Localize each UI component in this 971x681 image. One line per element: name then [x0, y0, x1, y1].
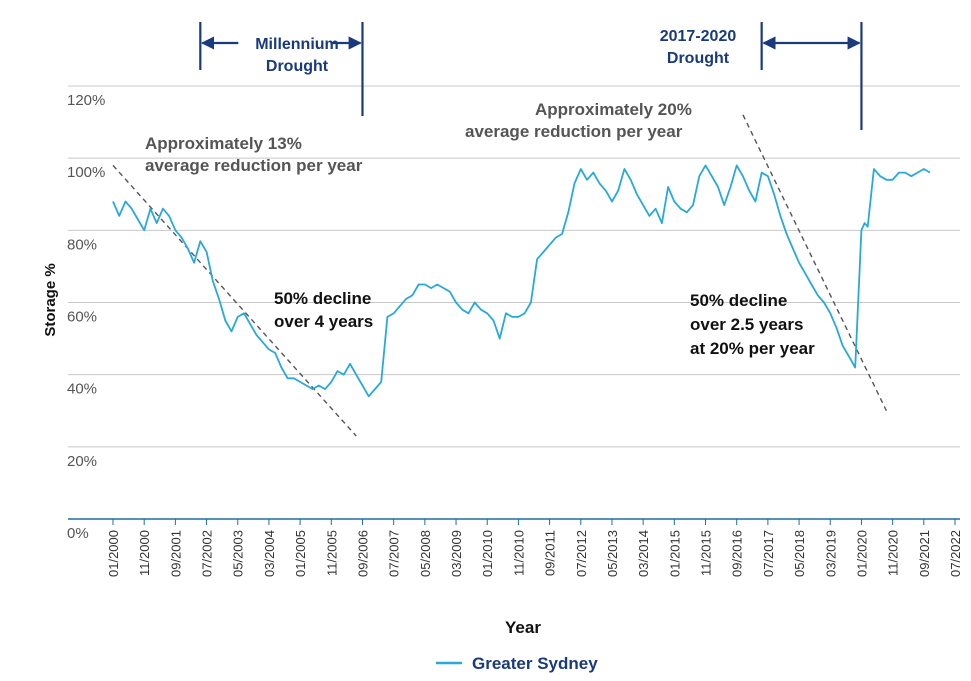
note1-line1: Approximately 13% — [145, 134, 302, 153]
x-tick-label: 05/2003 — [231, 530, 246, 577]
y-tick-label: 120% — [67, 92, 105, 109]
x-tick-label: 01/2000 — [106, 530, 121, 577]
note2-line1: Approximately 20% — [535, 100, 692, 119]
note1-line2: average reduction per year — [145, 156, 363, 175]
x-tick-label: 07/2007 — [387, 530, 402, 577]
x-tick-label: 05/2013 — [605, 530, 620, 577]
y-tick-label: 80% — [67, 236, 97, 253]
x-axis: 01/2000 11/2000 09/2001 07/2002 05/2003 03/20… — [68, 518, 963, 577]
x-tick-label: 09/2006 — [355, 530, 370, 577]
y-axis-title: Storage % — [42, 263, 59, 336]
x-tick-label: 07/2017 — [761, 530, 776, 577]
x-axis-title: Year — [505, 618, 541, 637]
note3-line1: 50% decline — [274, 289, 371, 308]
x-tick-label: 01/2010 — [480, 530, 495, 577]
x-tick-label: 01/2020 — [854, 530, 869, 577]
y-axis-ticks: 0% 20% 40% 60% 80% 100% 120% — [67, 92, 105, 542]
drought1-label-line1: Millennium — [255, 36, 339, 53]
grid-lines — [68, 85, 960, 448]
drought2-label-line1: 2017-2020 — [660, 28, 737, 45]
x-tick-label: 03/2014 — [636, 530, 651, 577]
drought1-label-line2: Drought — [266, 58, 329, 75]
note4-line3: at 20% per year — [690, 339, 815, 358]
x-tick-label: 09/2016 — [730, 530, 745, 577]
note2-line2: average reduction per year — [465, 122, 683, 141]
drought2-label-line2: Drought — [667, 50, 730, 67]
y-tick-label: 0% — [67, 525, 89, 542]
x-tick-label: 09/2021 — [917, 530, 932, 577]
legend-label: Greater Sydney — [472, 654, 598, 673]
x-tick-label: 11/2005 — [324, 530, 339, 576]
x-tick-label: 05/2008 — [418, 530, 433, 577]
drought-annotations — [199, 22, 863, 130]
x-tick-label: 03/2009 — [449, 530, 464, 577]
trend-line — [112, 164, 357, 437]
x-tick-label: 05/2018 — [792, 530, 807, 577]
y-tick-label: 100% — [67, 164, 105, 181]
trend-lines — [112, 114, 888, 437]
y-tick-label: 40% — [67, 381, 97, 398]
x-tick-label: 11/2000 — [137, 530, 152, 576]
x-tick-label: 01/2005 — [293, 530, 308, 577]
x-tick-label: 01/2015 — [667, 530, 682, 577]
note3-line2: over 4 years — [274, 312, 373, 331]
x-tick-label: 11/2020 — [886, 530, 901, 576]
series-layer — [112, 164, 931, 398]
x-tick-label: 09/2001 — [168, 530, 183, 577]
x-tick-label: 03/2019 — [823, 530, 838, 577]
x-tick-label: 11/2015 — [699, 530, 714, 576]
series-line-greater-sydney — [112, 164, 931, 398]
y-tick-label: 60% — [67, 309, 97, 326]
trend-line — [742, 114, 888, 412]
x-tick-label: 07/2002 — [200, 530, 215, 577]
x-tick-label: 03/2004 — [262, 530, 277, 577]
x-tick-label: 07/2022 — [948, 530, 963, 577]
x-tick-label: 09/2011 — [543, 530, 558, 576]
y-tick-label: 20% — [67, 453, 97, 470]
note4-line1: 50% decline — [690, 291, 787, 310]
x-tick-label: 07/2012 — [574, 530, 589, 577]
note4-line2: over 2.5 years — [690, 315, 803, 334]
x-tick-label: 11/2010 — [511, 530, 526, 576]
